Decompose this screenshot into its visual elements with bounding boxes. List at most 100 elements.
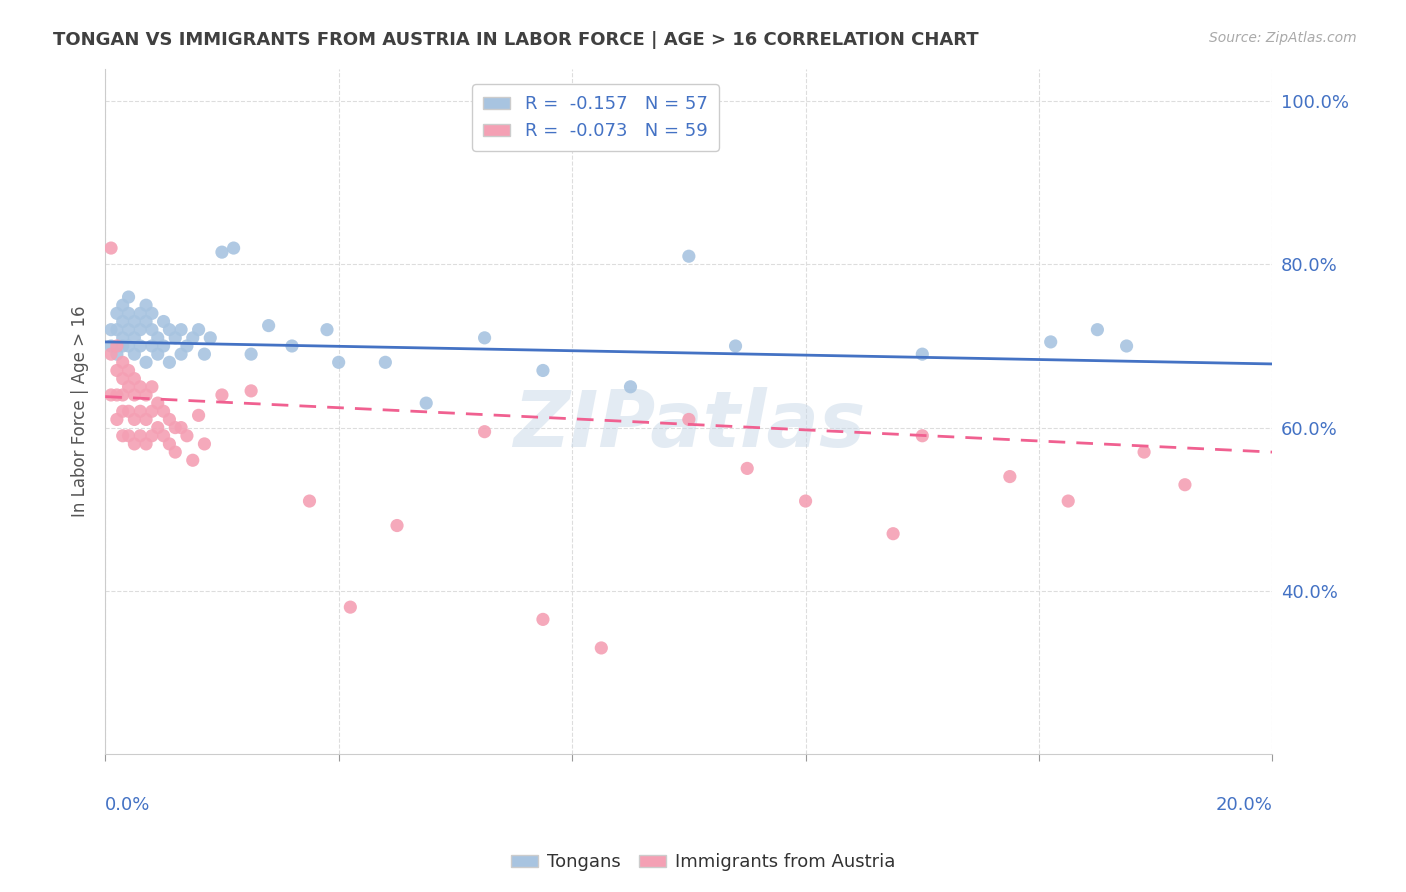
Point	[157, 323, 180, 337]
Point	[911, 347, 934, 361]
Point	[531, 612, 554, 626]
Point	[591, 640, 613, 655]
Point	[146, 347, 169, 361]
Point	[105, 388, 128, 402]
Point	[117, 363, 139, 377]
Point	[339, 600, 361, 615]
Point	[281, 339, 304, 353]
Point	[135, 298, 157, 312]
Point	[111, 314, 134, 328]
Point	[105, 363, 128, 377]
Point	[1039, 334, 1062, 349]
Point	[1174, 477, 1197, 491]
Point	[100, 339, 122, 353]
Point	[117, 429, 139, 443]
Point	[211, 388, 233, 402]
Point	[111, 298, 134, 312]
Point	[1133, 445, 1156, 459]
Point	[165, 331, 187, 345]
Point	[124, 347, 146, 361]
Point	[111, 429, 134, 443]
Point	[135, 355, 157, 369]
Y-axis label: In Labor Force | Age > 16: In Labor Force | Age > 16	[72, 306, 89, 517]
Point	[474, 425, 496, 439]
Point	[117, 339, 139, 353]
Point	[124, 388, 146, 402]
Point	[100, 323, 122, 337]
Point	[105, 347, 128, 361]
Point	[129, 380, 152, 394]
Point	[152, 314, 174, 328]
Point	[105, 412, 128, 426]
Point	[117, 290, 139, 304]
Point	[100, 347, 122, 361]
Point	[117, 306, 139, 320]
Point	[141, 429, 163, 443]
Point	[794, 494, 817, 508]
Point	[474, 331, 496, 345]
Point	[181, 453, 204, 467]
Point	[298, 494, 321, 508]
Point	[146, 396, 169, 410]
Point	[170, 323, 193, 337]
Point	[678, 249, 700, 263]
Point	[165, 445, 187, 459]
Text: Source: ZipAtlas.com: Source: ZipAtlas.com	[1209, 31, 1357, 45]
Point	[124, 314, 146, 328]
Point	[100, 241, 122, 255]
Point	[141, 404, 163, 418]
Point	[105, 339, 128, 353]
Point	[129, 404, 152, 418]
Point	[735, 461, 758, 475]
Point	[111, 404, 134, 418]
Point	[724, 339, 747, 353]
Point	[129, 306, 152, 320]
Point	[316, 323, 339, 337]
Legend: Tongans, Immigrants from Austria: Tongans, Immigrants from Austria	[503, 847, 903, 879]
Point	[135, 412, 157, 426]
Legend: R =  -0.157   N = 57, R =  -0.073   N = 59: R = -0.157 N = 57, R = -0.073 N = 59	[472, 85, 718, 151]
Point	[193, 437, 215, 451]
Point	[1115, 339, 1137, 353]
Text: 20.0%: 20.0%	[1216, 797, 1272, 814]
Point	[181, 331, 204, 345]
Point	[165, 420, 187, 434]
Point	[124, 331, 146, 345]
Point	[157, 355, 180, 369]
Point	[124, 412, 146, 426]
Point	[117, 323, 139, 337]
Point	[240, 347, 263, 361]
Point	[187, 323, 209, 337]
Point	[135, 314, 157, 328]
Point	[111, 339, 134, 353]
Point	[240, 384, 263, 398]
Text: TONGAN VS IMMIGRANTS FROM AUSTRIA IN LABOR FORCE | AGE > 16 CORRELATION CHART: TONGAN VS IMMIGRANTS FROM AUSTRIA IN LAB…	[53, 31, 979, 49]
Point	[152, 429, 174, 443]
Point	[111, 371, 134, 385]
Point	[187, 409, 209, 423]
Point	[152, 404, 174, 418]
Point	[146, 420, 169, 434]
Point	[385, 518, 408, 533]
Point	[1087, 323, 1109, 337]
Point	[374, 355, 396, 369]
Point	[176, 339, 198, 353]
Point	[211, 245, 233, 260]
Point	[222, 241, 245, 255]
Point	[111, 355, 134, 369]
Point	[882, 526, 904, 541]
Point	[129, 429, 152, 443]
Point	[105, 323, 128, 337]
Point	[619, 380, 641, 394]
Point	[135, 388, 157, 402]
Point	[141, 306, 163, 320]
Point	[998, 469, 1021, 483]
Point	[129, 323, 152, 337]
Point	[157, 437, 180, 451]
Point	[531, 363, 554, 377]
Point	[157, 412, 180, 426]
Point	[135, 437, 157, 451]
Point	[170, 347, 193, 361]
Point	[100, 388, 122, 402]
Point	[193, 347, 215, 361]
